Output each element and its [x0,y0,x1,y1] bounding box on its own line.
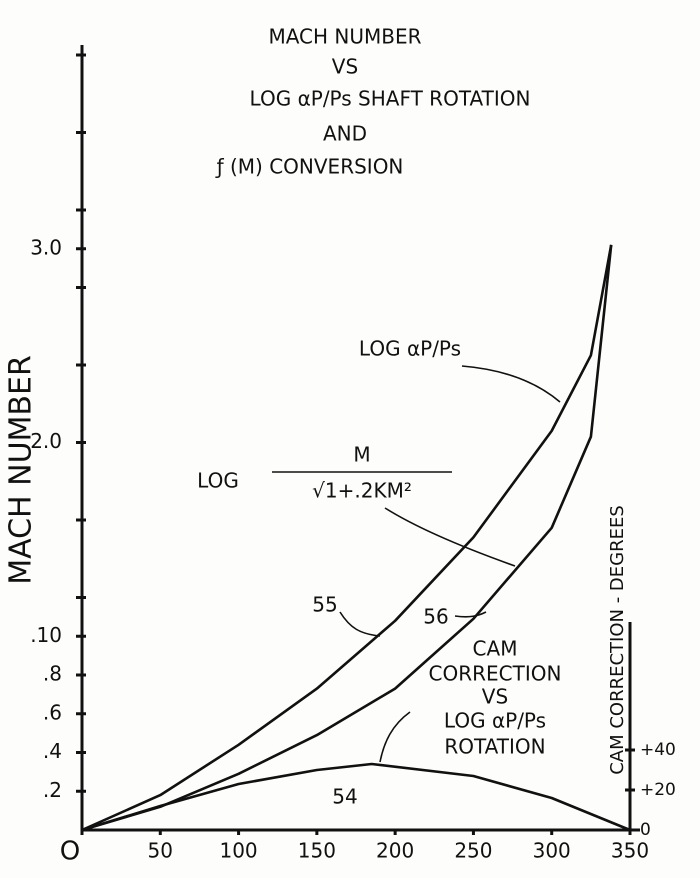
x-tick-label: 250 [454,839,492,863]
title-line: ƒ (M) CONVERSION [215,155,404,179]
curve-number: 55 [312,593,337,617]
x-tick-label: 100 [219,839,257,863]
y-axis-label: MACH NUMBER [4,355,39,585]
title-line: LOG αP/Ps SHAFT ROTATION [250,87,531,111]
y-tick-label: .8 [43,662,62,686]
series-label: ROTATION [444,735,545,759]
leader-line [461,365,561,403]
leader-line [384,507,516,567]
x-tick-label: 300 [533,839,571,863]
leader-line [339,611,381,637]
y-tick-label: .2 [43,778,62,802]
series-label: √1+.2KM² [312,479,412,503]
title-line: VS [332,55,358,79]
series-label: VS [482,685,508,709]
series-label: M [353,443,370,467]
series-label: LOG [197,469,239,493]
title-line: MACH NUMBER [268,25,421,49]
curve-number: 54 [332,785,357,809]
x-tick-label: 200 [376,839,414,863]
curve [81,244,613,832]
x-tick-label: O [60,837,80,867]
curve-number: 56 [423,605,448,629]
y2-axis-label: CAM CORRECTION - DEGREES [607,505,628,775]
y-tick-label: 2.0 [30,429,62,453]
x-tick-label: 150 [298,839,336,863]
x-tick-label: 350 [611,839,649,863]
series-label: CAM [473,637,518,661]
curve [81,762,631,832]
leader-line [379,711,411,763]
y2-tick-label: +20 [640,780,676,800]
series-label: CORRECTION [429,662,562,686]
y2-tick-label: +40 [640,740,676,760]
curve [81,244,613,832]
leader-line [454,611,487,618]
x-tick-label: 50 [148,839,173,863]
y2-tick-label: 0 [640,820,651,840]
title-line: AND [323,122,367,146]
y-tick-label: .6 [43,700,62,724]
series-label: LOG αP/Ps [444,709,546,733]
y-tick-label: .4 [43,739,62,763]
y-tick-label: 3.0 [30,235,62,259]
series-label: LOG αP/Ps [359,337,461,361]
y-tick-label: .10 [30,623,62,647]
